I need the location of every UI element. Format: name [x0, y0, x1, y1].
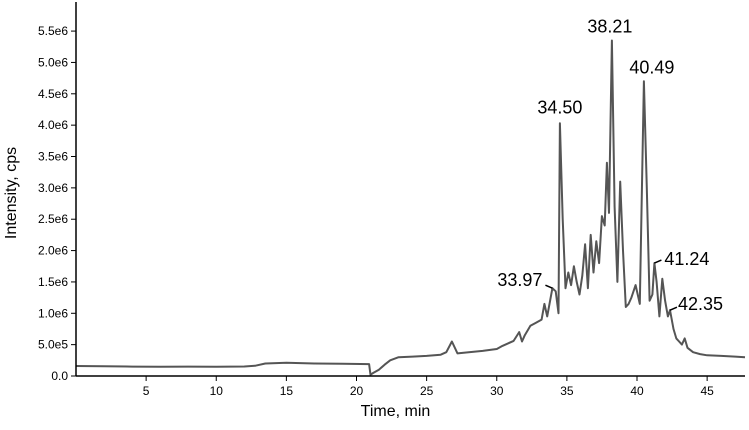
peak-leader-line	[654, 259, 662, 264]
y-tick-label: 3.0e6	[38, 181, 68, 195]
x-axis-ticks: 5 10 15 20 25 30 35 40 45	[143, 376, 714, 398]
y-tick-label: 4.5e6	[38, 87, 68, 101]
x-tick-label: 35	[560, 384, 574, 398]
peak-leader-line	[669, 306, 678, 311]
x-tick-label: 30	[490, 384, 504, 398]
x-tick-label: 40	[630, 384, 644, 398]
intensity-trace	[75, 39, 746, 376]
y-tick-label: 4.0e6	[38, 118, 68, 132]
y-tick-label: 5.0e5	[38, 338, 68, 352]
peak-annotations: 33.97 34.50 38.21 40.49 41.24 42.35	[497, 16, 723, 314]
x-tick-label: 15	[280, 384, 294, 398]
y-tick-label: 3.5e6	[38, 150, 68, 164]
peak-label: 38.21	[587, 16, 632, 36]
peak-label: 41.24	[664, 249, 709, 269]
y-axis-ticks: 0.0 5.0e5 1.0e6 1.5e6 2.0e6 2.5e6 3.0e6 3.5e6 4.…	[38, 24, 76, 383]
x-tick-label: 25	[420, 384, 434, 398]
y-tick-label: 2.5e6	[38, 212, 68, 226]
peak-label: 42.35	[678, 294, 723, 314]
x-axis-title: Time, min	[361, 403, 431, 420]
y-tick-label: 2.0e6	[38, 244, 68, 258]
y-tick-label: 5.5e6	[38, 24, 68, 38]
peak-label: 34.50	[537, 97, 582, 117]
peak-label: 40.49	[629, 57, 674, 77]
y-tick-label: 5.0e6	[38, 55, 68, 69]
y-axis-title: Intensity, cps	[3, 147, 20, 239]
y-tick-label: 1.0e6	[38, 306, 68, 320]
x-tick-label: 10	[210, 384, 224, 398]
y-tick-label: 0.0	[51, 369, 68, 383]
peak-label: 33.97	[497, 270, 542, 290]
y-tick-label: 1.5e6	[38, 275, 68, 289]
peak-leader-line	[545, 284, 553, 289]
x-tick-label: 20	[350, 384, 364, 398]
x-tick-label: 45	[700, 384, 714, 398]
x-tick-label: 5	[143, 384, 150, 398]
